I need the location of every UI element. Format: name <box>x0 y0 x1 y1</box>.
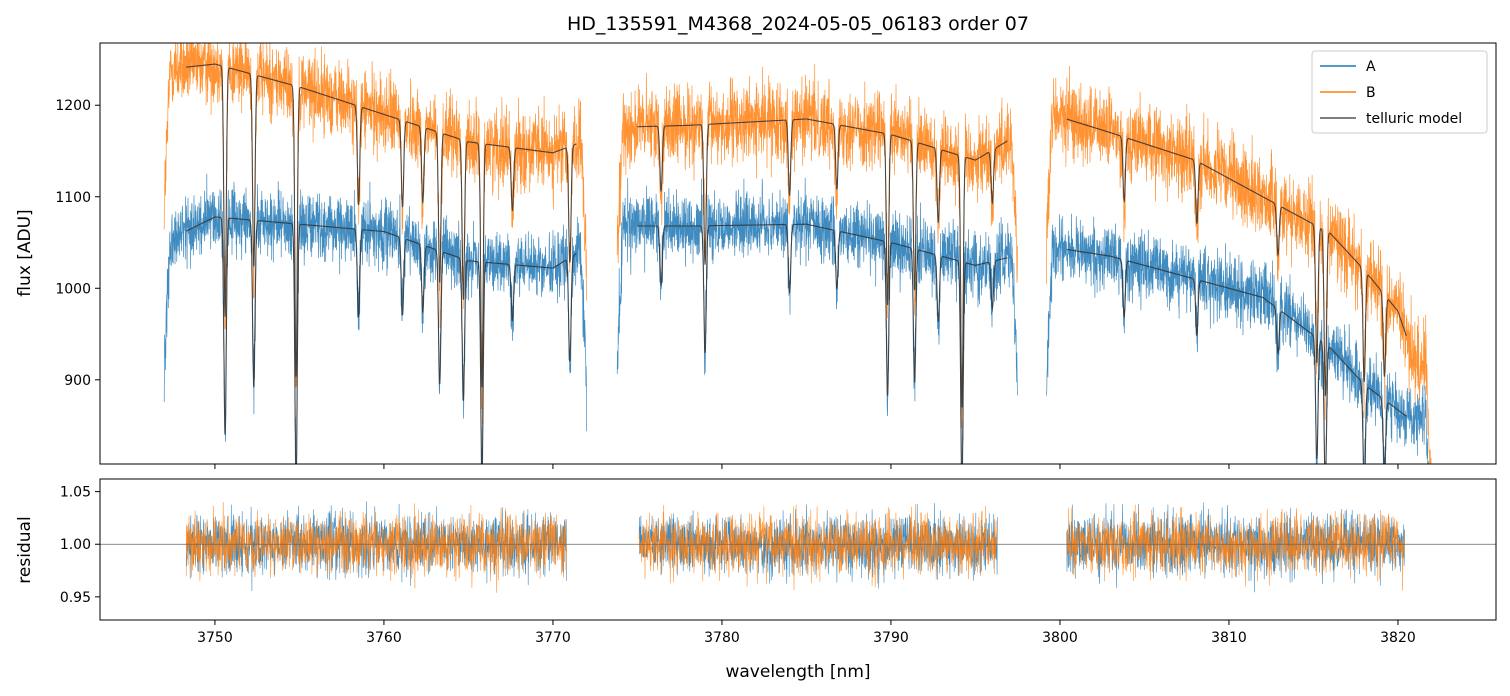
telluric-model-A-segment-1 <box>185 216 577 464</box>
series-B-flux-segment-1 <box>163 43 588 424</box>
series-B-residual-segment-3 <box>1066 504 1405 591</box>
chart-title: HD_135591_M4368_2024-05-05_06183 order 0… <box>567 13 1029 35</box>
series-B-residual-segment-2 <box>638 504 998 591</box>
telluric-model-B-segment-2 <box>637 118 1008 408</box>
flux-y-ticks: 900 1000 1100 1200 <box>55 98 100 389</box>
flux-y-tick-label: 1000 <box>55 281 91 297</box>
flux-plot-area <box>163 43 1432 464</box>
series-A-flux-segment-3 <box>1046 213 1429 464</box>
telluric-model-B-segment-1 <box>185 63 577 388</box>
residual-x-tick-label: 3750 <box>197 630 233 646</box>
series-A-flux <box>163 173 1429 464</box>
residual-x-tick-label: 3810 <box>1211 630 1247 646</box>
series-B-flux <box>163 43 1432 464</box>
telluric-model-A-segment-3 <box>1066 248 1407 464</box>
residual-x-tick-label: 3770 <box>535 630 571 646</box>
flux-y-tick-label: 1100 <box>55 190 91 206</box>
residual-y-tick-label: 1.05 <box>60 485 91 501</box>
series-B-residual <box>185 501 1405 593</box>
residual-x-tick-label: 3780 <box>704 630 740 646</box>
series-B-residual-segment-1 <box>185 501 567 593</box>
residual-x-tick-label: 3820 <box>1380 630 1416 646</box>
series-A-residual-segment-1 <box>185 501 567 592</box>
telluric-model-lines <box>185 63 1407 464</box>
series-A-flux-segment-2 <box>616 177 1018 464</box>
residual-y-tick-label: 1.00 <box>60 537 91 553</box>
residual-plot-area <box>100 501 1496 593</box>
legend: A B telluric model <box>1311 50 1488 134</box>
residual-axes-frame <box>99 478 1497 621</box>
flux-x-ticks <box>214 464 1399 469</box>
legend-box <box>1311 50 1488 134</box>
flux-axes-frame <box>99 42 1497 465</box>
residual-y-ticks: 0.95 1.00 1.05 <box>60 485 100 606</box>
residual-y-tick-label: 0.95 <box>60 590 91 606</box>
x-axis-label: wavelength [nm] <box>725 662 870 682</box>
series-B-flux-segment-2 <box>616 64 1018 428</box>
residual-y-axis-label: residual <box>15 516 35 583</box>
residual-x-tick-label: 3760 <box>366 630 402 646</box>
series-A-residual-segment-3 <box>1066 502 1405 593</box>
telluric-model-A-segment-2 <box>637 223 1008 464</box>
telluric-model-B-segment-3 <box>1066 118 1407 397</box>
flux-y-axis-label: flux [ADU] <box>15 209 35 296</box>
residual-x-tick-label: 3800 <box>1042 630 1078 646</box>
legend-label-telluric-model: telluric model <box>1366 111 1462 127</box>
legend-label-A: A <box>1366 59 1376 75</box>
legend-label-B: B <box>1366 85 1376 101</box>
flux-y-tick-label: 900 <box>64 373 91 389</box>
residual-x-ticks: 3750 3760 3770 3780 3790 3800 3810 3820 <box>197 620 1416 646</box>
residual-x-tick-label: 3790 <box>873 630 909 646</box>
series-A-flux-segment-1 <box>163 173 588 464</box>
flux-y-tick-label: 1200 <box>55 98 91 114</box>
